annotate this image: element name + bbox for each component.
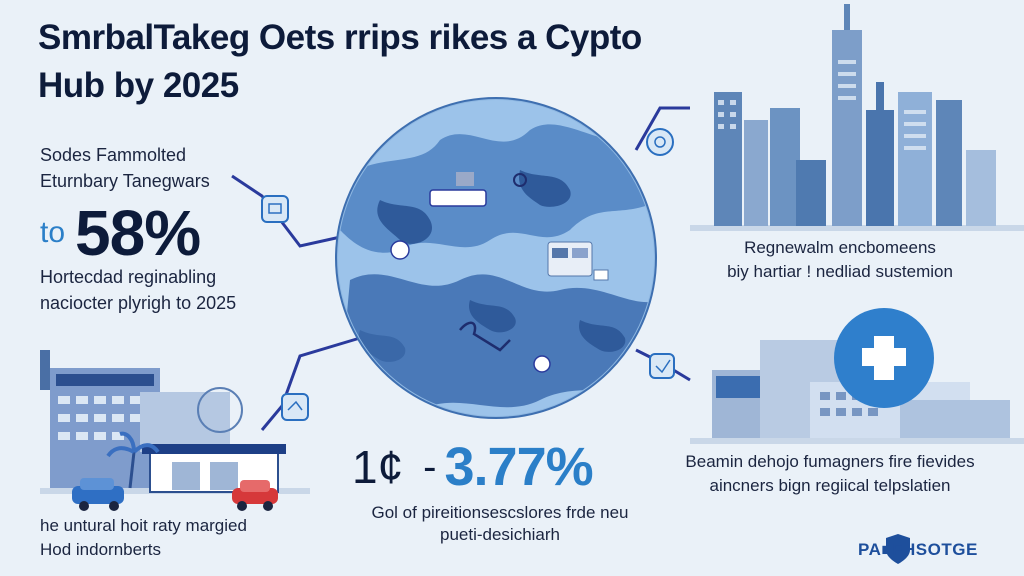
hotel-building — [40, 350, 310, 494]
center-stat-value: 3.77% — [444, 437, 594, 497]
hospital-cross-icon — [834, 308, 934, 408]
center-stat-description: Gol of pireitionsescslores frde neu puet… — [350, 502, 650, 546]
left-desc-line-2: naciocter plyrigh to 2025 — [40, 293, 237, 313]
connector-node-icon-left — [261, 195, 289, 223]
left-stat-description: Hortecdad reginabling naciocter plyrigh … — [40, 264, 310, 316]
left-big-stat: to 58% — [40, 196, 201, 269]
right-top-caption: Regnewalm encbomeens biy hartiar ! nedli… — [690, 236, 990, 284]
connector-node-icon-top-right — [646, 128, 674, 156]
red-car-icon — [232, 480, 278, 511]
center-big-stat: 1¢ -3.77% — [352, 436, 594, 498]
city-skyline — [690, 4, 1024, 231]
connector-node-icon-bottom-left — [281, 393, 309, 421]
right-top-line-1: Regnewalm encbomeens — [744, 238, 936, 257]
left-stat-value: 58% — [75, 197, 201, 269]
center-desc-line-2: pueti-desichiarh — [439, 525, 560, 544]
center-stat-prefix: 1¢ — [352, 441, 404, 493]
right-bottom-line-2: aincners bign regiical telpslatien — [709, 476, 951, 495]
globe-map — [335, 97, 657, 419]
palm-tree-icon — [106, 431, 160, 489]
left-stat-prefix: to — [40, 216, 66, 249]
logo-shield-icon — [886, 534, 910, 564]
left-stat-label: Sodes Fammolted Eturnbary Tanegwars — [40, 142, 300, 194]
right-top-line-2: biy hartiar ! nedliad sustemion — [727, 262, 953, 281]
title-line-1: SmrbalTakeg Oets rrips rikes a Cypto — [38, 18, 642, 57]
right-bottom-caption: Beamin dehojo fumagners fire fievides ai… — [660, 450, 1000, 498]
connector-node-icon-right — [649, 353, 675, 379]
clinic-front — [142, 444, 286, 493]
car-icon — [72, 478, 124, 511]
right-bottom-line-1: Beamin dehojo fumagners fire fievides — [685, 452, 975, 471]
left-desc-line-1: Hortecdad reginabling — [40, 267, 217, 287]
bottom-left-line-1: he untural hoit raty margied — [40, 516, 247, 535]
bottom-left-line-2: Hod indornberts — [40, 540, 161, 559]
title-line-2: Hub by 2025 — [38, 66, 239, 105]
bottom-left-caption: he untural hoit raty margied Hod indornb… — [40, 514, 320, 562]
left-label-line-2: Eturnbary Tanegwars — [40, 171, 210, 191]
center-desc-line-1: Gol of pireitionsescslores frde neu — [371, 503, 629, 522]
brand-logo: PA■FHSOTGE — [858, 540, 978, 559]
page-title: SmrbalTakeg Oets rrips rikes a Cypto Hub… — [38, 14, 738, 110]
center-stat-dash: - — [423, 444, 437, 489]
left-label-line-1: Sodes Fammolted — [40, 145, 187, 165]
